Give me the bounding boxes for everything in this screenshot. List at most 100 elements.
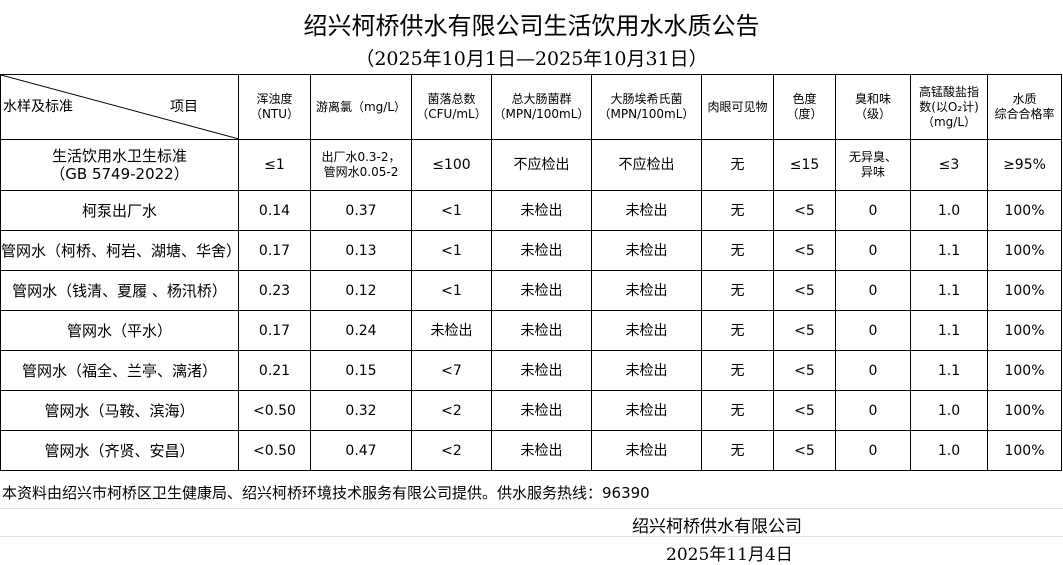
column-header-line: 游离氯（mg/L） [315, 99, 407, 114]
column-header-line: 数(以O₂计) [919, 99, 979, 114]
standard-value-line: 无异臭、 [848, 150, 897, 164]
table-cell: <5 [773, 390, 836, 431]
sample-name: 管网水（马鞍、滨海） [0, 390, 239, 431]
table-cell: <5 [773, 230, 836, 271]
table-cell: 1.0 [910, 390, 988, 431]
table-cell: 未检出 [491, 270, 592, 311]
table-cell: 未检出 [591, 430, 702, 471]
table-cell: 0.21 [238, 350, 311, 391]
water-quality-table: 水样及标准 项目 浑浊度 （NTU） 游离氯（mg/L） 菌落总数 （CFU/mL） 总大肠菌… [0, 74, 1062, 471]
table-cell: <0.50 [238, 430, 311, 471]
company-name: 绍兴柯桥供水有限公司 [632, 517, 802, 537]
page-title: 绍兴柯桥供水有限公司生活饮用水水质公告 [303, 12, 760, 40]
table-cell: 0.32 [310, 390, 412, 431]
table-cell: <5 [773, 310, 836, 351]
table-cell: 0 [835, 230, 911, 271]
table-row: 管网水（平水） 0.17 0.24 未检出 未检出 未检出无 <5 0 1.1 100% [0, 310, 1062, 351]
column-header: 浑浊度 （NTU） [238, 74, 311, 140]
table-cell: 1.1 [910, 230, 988, 271]
column-header: 肉眼可见物 [701, 74, 774, 140]
table-cell: <1 [411, 190, 492, 231]
column-header-line: （MPN/100mL） [598, 107, 695, 121]
sample-name: 管网水（钱清、夏履 、杨汛桥） [0, 270, 239, 311]
table-cell: <5 [773, 350, 836, 391]
standard-value: ≤15 [773, 139, 836, 191]
standard-value: ≤3 [910, 139, 988, 191]
table-row: 管网水（柯桥、柯岩、湖塘、华舍） 0.17 0.13 <1 未检出 未检出无 <5 0 1.1 1… [0, 230, 1062, 271]
table-cell: 未检出 [591, 270, 702, 311]
table-cell: 0.17 [238, 230, 311, 271]
table-cell: 未检出 [491, 430, 592, 471]
table-cell: 1.1 [910, 310, 988, 351]
table-cell: 未检出 [491, 230, 592, 271]
standard-value-line: ≤15 [789, 157, 820, 173]
column-header: 菌落总数 （CFU/mL） [411, 74, 492, 140]
table-cell: 0.13 [310, 230, 412, 271]
table-cell: 未检出 [411, 310, 492, 351]
column-header-line: （MPN/100mL） [493, 107, 590, 121]
column-header: 总大肠菌群 （MPN/100mL） [491, 74, 592, 140]
table-cell: 0.15 [310, 350, 412, 391]
standard-value-line: ≤3 [938, 157, 960, 173]
standard-value: ≥95% [987, 139, 1062, 191]
table-cell: 未检出 [591, 390, 702, 431]
table-cell: 0 [835, 390, 911, 431]
table-cell: <5 [773, 430, 836, 471]
column-header: 高锰酸盐指 数(以O₂计) （mg/L） [910, 74, 988, 140]
column-header: 水质 综合合格率 [987, 74, 1062, 140]
sample-name: 管网水（齐贤、安昌） [0, 430, 239, 471]
table-row: 管网水（钱清、夏履 、杨汛桥） 0.23 0.12 <1 未检出 未检出无 <5 0 1.1 10… [0, 270, 1062, 311]
column-header-line: 大肠埃希氏菌 [610, 92, 683, 106]
table-cell: 无 [701, 270, 774, 311]
table-cell: <2 [411, 430, 492, 471]
table-cell: 0.37 [310, 190, 412, 231]
standard-value-line: 无 [730, 157, 745, 173]
table-cell: 100% [987, 430, 1062, 471]
standard-value: 无 [701, 139, 774, 191]
standard-value-line: 不应检出 [513, 157, 570, 173]
header-row: 水样及标准 项目 浑浊度 （NTU） 游离氯（mg/L） 菌落总数 （CFU/mL） 总大肠菌… [0, 74, 1062, 140]
standard-name: 生活饮用水卫生标准 （GB 5749-2022） [0, 139, 239, 191]
column-header: 臭和味 （级） [835, 74, 911, 140]
diagonal-line [1, 75, 238, 139]
table-cell: 0.14 [238, 190, 311, 231]
standard-value: 无异臭、 异味 [835, 139, 911, 191]
table-row: 管网水（福全、兰亭、漓渚） 0.21 0.15 <7 未检出 未检出无 <5 0 1.1 100% [0, 350, 1062, 391]
standard-value-line: 不应检出 [618, 157, 675, 173]
table-cell: <7 [411, 350, 492, 391]
standard-value-line: 管网水0.05-2 [323, 165, 399, 179]
column-header-line: 菌落总数 [427, 92, 476, 106]
standard-value: 出厂水0.3-2， 管网水0.05-2 [310, 139, 412, 191]
column-header-line: （mg/L） [921, 114, 977, 129]
table-cell: 0 [835, 350, 911, 391]
standard-name-line: 生活饮用水卫生标准 [51, 147, 187, 165]
column-header-line: 色度 [792, 92, 817, 106]
table-cell: 1.1 [910, 270, 988, 311]
corner-left-label: 水样及标准 [3, 99, 73, 115]
sample-name: 柯泵出厂水 [0, 190, 239, 231]
date-range: （2025年10月1日—2025年10月31日） [355, 48, 708, 70]
column-header: 游离氯（mg/L） [310, 74, 412, 140]
table-cell: 0 [835, 190, 911, 231]
standard-value: 不应检出 [591, 139, 702, 191]
standard-row: 生活饮用水卫生标准 （GB 5749-2022） ≤1 出厂水0.3-2， 管网水0.0… [0, 139, 1062, 191]
table-cell: 无 [701, 430, 774, 471]
table-cell: 未检出 [491, 390, 592, 431]
table-cell: 0 [835, 430, 911, 471]
table-cell: 0 [835, 270, 911, 311]
column-header-line: 肉眼可见物 [707, 99, 768, 114]
standard-value-line: ≤1 [264, 157, 285, 173]
corner-header: 水样及标准 项目 [0, 74, 239, 140]
table-cell: 1.0 [910, 430, 988, 471]
table-cell: 0.17 [238, 310, 311, 351]
column-header-line: 综合合格率 [994, 107, 1055, 121]
table-cell: 100% [987, 390, 1062, 431]
column-header-line: 水质 [1012, 92, 1037, 106]
table-cell: 无 [701, 310, 774, 351]
table-cell: 未检出 [591, 230, 702, 271]
corner-right-label: 项目 [170, 99, 198, 115]
table-cell: 100% [987, 350, 1062, 391]
standard-name-line: （GB 5749-2022） [50, 165, 189, 183]
table-row: 管网水（齐贤、安昌） <0.50 0.47 <2 未检出 未检出无 <5 0 1.0 100% [0, 430, 1062, 471]
table-cell: <0.50 [238, 390, 311, 431]
